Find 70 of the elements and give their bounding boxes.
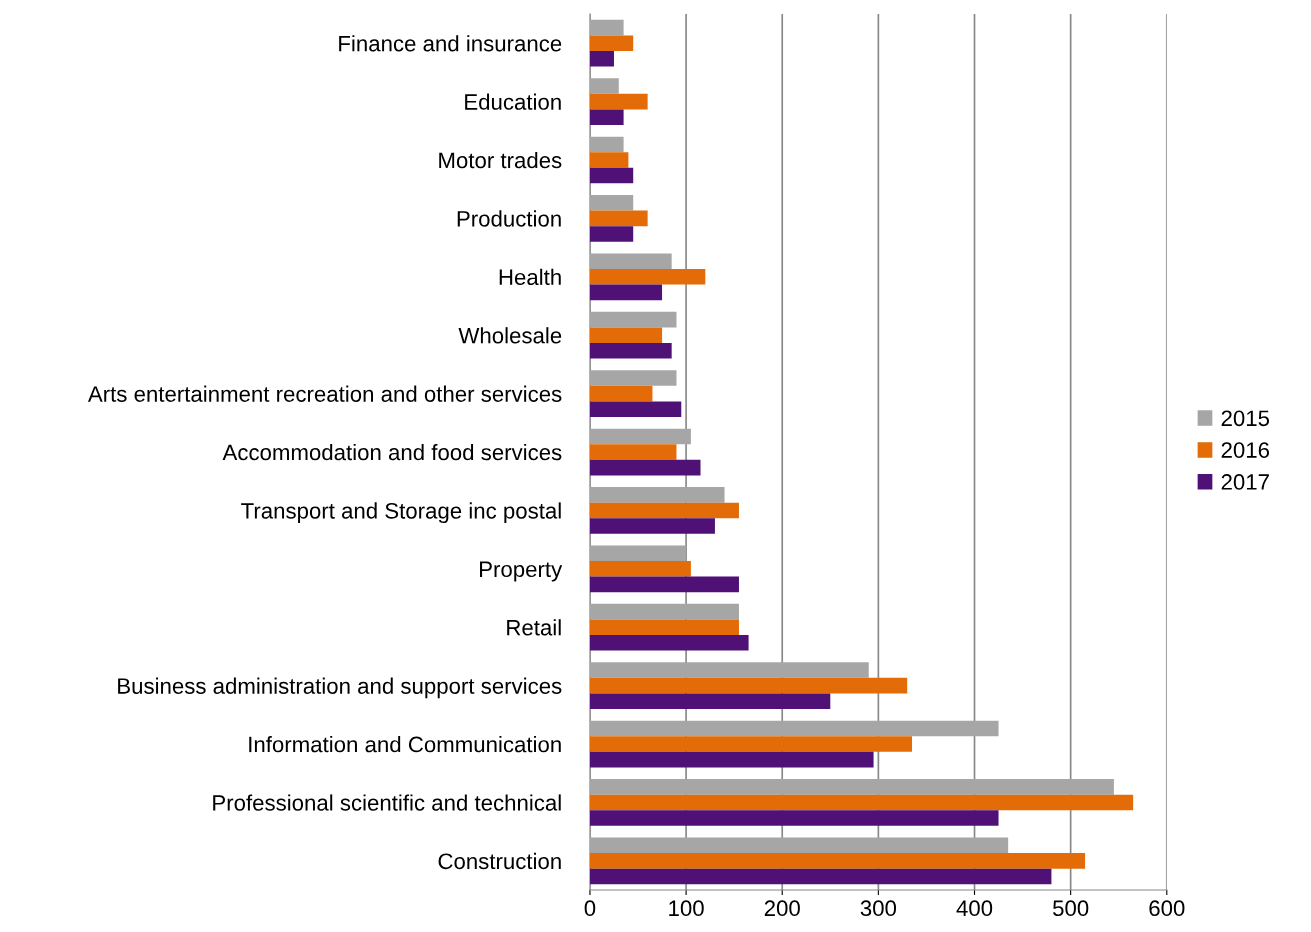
bar xyxy=(589,810,999,826)
x-tick-label: 200 xyxy=(764,900,800,917)
bar xyxy=(589,779,1114,795)
legend-label: 2015 xyxy=(1221,410,1270,427)
bar xyxy=(589,311,677,328)
bar xyxy=(589,444,677,460)
y-tick-label: Finance and insurance xyxy=(339,35,562,52)
y-tick-label: Production xyxy=(457,210,561,227)
bar xyxy=(589,136,624,153)
y-tick-label: Wholesale xyxy=(458,327,562,344)
bar xyxy=(589,720,999,737)
bar xyxy=(589,576,739,593)
bar xyxy=(589,167,634,184)
legend-label: 2016 xyxy=(1221,442,1270,458)
y-tick-label: Education xyxy=(465,93,561,110)
bar xyxy=(589,662,869,678)
y-tick-label: Motor trades xyxy=(439,151,562,169)
x-tick-label: 0 xyxy=(584,900,596,917)
y-tick-label: Transport and Storage inc postal xyxy=(241,502,561,524)
bar xyxy=(589,428,691,445)
bar xyxy=(589,269,706,285)
bar xyxy=(589,736,913,752)
y-tick-label: Retail xyxy=(507,619,561,636)
bar xyxy=(589,226,634,242)
y-tick-label: Health xyxy=(499,268,561,286)
y-tick-label: Property xyxy=(480,561,563,582)
y-tick-label: Construction xyxy=(438,852,561,870)
bar xyxy=(589,152,629,168)
bar xyxy=(589,401,682,417)
legend-label: 2017 xyxy=(1221,474,1269,490)
bar xyxy=(589,195,634,211)
bar xyxy=(589,385,653,402)
y-tick-label: Information and Communication xyxy=(249,735,561,753)
bar xyxy=(589,284,663,301)
x-tick-label: 100 xyxy=(669,900,704,917)
bar xyxy=(589,502,739,519)
bar xyxy=(589,677,908,694)
bar xyxy=(589,561,691,577)
bar xyxy=(589,93,648,110)
bar xyxy=(589,794,1134,811)
bar xyxy=(589,635,749,651)
bar xyxy=(589,868,1052,885)
bar xyxy=(589,518,715,534)
bar xyxy=(589,459,701,476)
bar xyxy=(589,253,672,270)
bar xyxy=(589,35,634,51)
y-tick-label: Business administration and support services xyxy=(118,677,562,699)
bar xyxy=(589,693,831,709)
bar xyxy=(589,487,725,503)
bar xyxy=(589,619,739,636)
bar xyxy=(589,19,624,36)
bar xyxy=(589,78,619,94)
bar xyxy=(589,109,624,125)
bar xyxy=(589,837,1009,854)
x-tick-label: 400 xyxy=(956,900,993,917)
bar xyxy=(589,210,648,227)
bar xyxy=(589,327,663,343)
x-tick-label: 600 xyxy=(1149,900,1185,917)
bar xyxy=(589,50,614,67)
x-tick-label: 500 xyxy=(1053,900,1089,917)
bar xyxy=(589,603,739,620)
y-tick-label: Arts entertainment recreation and other services xyxy=(87,385,562,402)
y-tick-label: Professional scientific and technical xyxy=(213,794,561,811)
bar xyxy=(589,751,874,768)
y-tick-label: Accommodation and food services xyxy=(222,443,562,461)
bar xyxy=(589,370,677,386)
bar xyxy=(589,343,672,359)
bar xyxy=(589,545,687,562)
bar xyxy=(589,853,1086,869)
x-tick-label: 300 xyxy=(860,900,897,917)
